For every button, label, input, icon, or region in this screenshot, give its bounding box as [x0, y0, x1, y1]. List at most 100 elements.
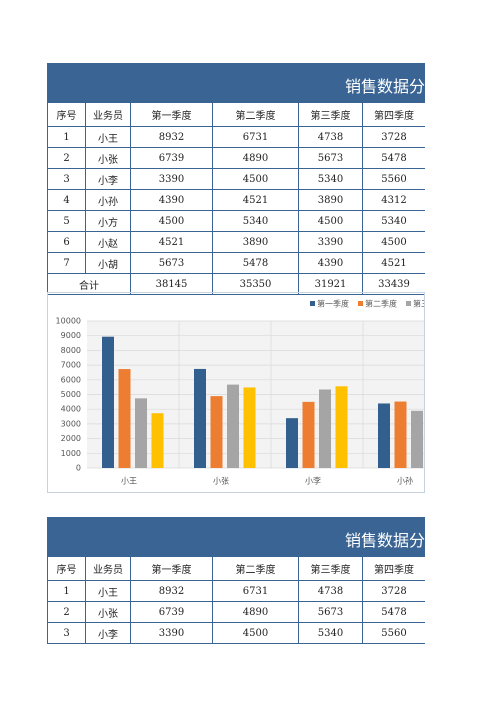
- cell: 4500: [212, 622, 299, 644]
- cell: 6: [47, 231, 86, 253]
- bar: [102, 336, 114, 468]
- y-tick-label: 0: [76, 464, 81, 473]
- y-tick-label: 4000: [61, 405, 81, 414]
- row: 2 小张 6739 4890 5673 5478: [47, 147, 425, 169]
- legend-swatch: [406, 301, 411, 306]
- header-cell: 第四季度: [362, 102, 425, 127]
- cell: 4390: [130, 189, 213, 211]
- cell: 小王: [85, 126, 131, 148]
- bar: [378, 403, 390, 468]
- cell: 5340: [298, 168, 363, 190]
- header-row: 序号 业务员 第一季度 第二季度 第三季度 第四季度: [47, 102, 425, 127]
- y-tick-label: 6000: [61, 375, 81, 384]
- cell: 4521: [362, 252, 425, 274]
- cell: 4312: [362, 189, 425, 211]
- sales-table: 序号 业务员 第一季度 第二季度 第三季度 第四季度 1 小王 8932 6731 4738 3728…: [47, 102, 425, 295]
- sheet-block: 销售数据分析 序号业务员第一季度第二季度第三季度第四季度1小王893267314…: [47, 517, 425, 644]
- header-cell: 业务员: [85, 102, 131, 127]
- cell: 3890: [212, 231, 299, 253]
- bar: [135, 398, 147, 468]
- cell: 4390: [298, 252, 363, 274]
- header-cell: 序号: [47, 102, 86, 127]
- row: 5 小方 4500 5340 4500 5340: [47, 210, 425, 232]
- legend-swatch: [310, 301, 315, 306]
- total-cell: 35350: [212, 273, 299, 295]
- sheet-block: 销售数据分析 序号业务员第一季度第二季度第三季度第四季度1小王893267314…: [47, 63, 425, 295]
- legend-label: 第一季度: [317, 299, 349, 309]
- row: 7 小胡 5673 5478 4390 4521: [47, 252, 425, 274]
- cell: 5560: [362, 168, 425, 190]
- cell: 小张: [85, 147, 131, 169]
- bar: [319, 389, 331, 468]
- header-cell: 序号: [47, 556, 86, 581]
- x-tick-label: 小李: [305, 476, 321, 486]
- cell: 小胡: [85, 252, 131, 274]
- bar: [151, 413, 164, 468]
- cell: 8932: [130, 580, 213, 602]
- header-cell: 第四季度: [362, 556, 425, 581]
- cell: 4738: [298, 580, 363, 602]
- cell: 6739: [130, 147, 213, 169]
- cell: 4500: [298, 210, 363, 232]
- header-cell: 第三季度: [298, 102, 363, 127]
- bar: [286, 418, 298, 468]
- legend-label: 第二季度: [365, 299, 397, 309]
- chart: 0 1000 2000 3000 4000 5000 6000 7000 8000 9000 100…: [47, 292, 425, 493]
- cell: 4890: [212, 147, 299, 169]
- cell: 3390: [130, 168, 213, 190]
- bar: [335, 386, 348, 468]
- row: 2 小张 6739 4890 5673 5478: [47, 601, 425, 623]
- header-cell: 第二季度: [212, 102, 299, 127]
- row: 3 小李 3390 4500 5340 5560: [47, 168, 425, 190]
- sheet-title: 销售数据分析: [345, 77, 425, 96]
- bar: [227, 384, 239, 468]
- cell: 5478: [362, 147, 425, 169]
- cell: 5478: [362, 601, 425, 623]
- row: 6 小赵 4521 3890 3390 4500: [47, 231, 425, 253]
- header-cell: 第三季度: [298, 556, 363, 581]
- cell: 5340: [298, 622, 363, 644]
- cell: 5340: [362, 210, 425, 232]
- cell: 2: [47, 147, 86, 169]
- x-tick-label: 小孙: [397, 476, 413, 486]
- y-tick-label: 8000: [61, 346, 81, 355]
- cell: 3728: [362, 580, 425, 602]
- bar: [394, 401, 407, 468]
- bar: [302, 401, 315, 468]
- total-cell: 31921: [298, 273, 363, 295]
- cell: 7: [47, 252, 86, 274]
- row: 3 小李 3390 4500 5340 5560: [47, 622, 425, 644]
- cell: 5560: [362, 622, 425, 644]
- cell: 小张: [85, 601, 131, 623]
- cell: 3390: [130, 622, 213, 644]
- cell: 3890: [298, 189, 363, 211]
- header-row: 序号 业务员 第一季度 第二季度 第三季度 第四季度: [47, 556, 425, 581]
- cell: 4738: [298, 126, 363, 148]
- title-band: 销售数据分析: [47, 517, 425, 556]
- y-tick-label: 9000: [61, 331, 81, 340]
- cell: 4500: [130, 210, 213, 232]
- total-cell: 33439: [362, 273, 425, 295]
- cell: 3: [47, 168, 86, 190]
- bar: [118, 369, 131, 468]
- bar: [411, 410, 423, 468]
- cell: 1: [47, 580, 86, 602]
- cell: 小孙: [85, 189, 131, 211]
- cell: 3: [47, 622, 86, 644]
- row: 1 小王 8932 6731 4738 3728: [47, 580, 425, 602]
- row: 4 小孙 4390 4521 3890 4312: [47, 189, 425, 211]
- cell: 5673: [298, 147, 363, 169]
- cell: 1: [47, 126, 86, 148]
- cell: 小方: [85, 210, 131, 232]
- cell: 5673: [130, 252, 213, 274]
- y-tick-label: 10000: [56, 317, 81, 326]
- x-tick-label: 小王: [121, 477, 137, 486]
- bar: [194, 368, 206, 468]
- title-band: 销售数据分析: [47, 63, 425, 102]
- y-tick-label: 1000: [61, 449, 81, 458]
- header-cell: 业务员: [85, 556, 131, 581]
- cell: 小李: [85, 622, 131, 644]
- cell: 4500: [212, 168, 299, 190]
- y-tick-label: 5000: [61, 390, 81, 399]
